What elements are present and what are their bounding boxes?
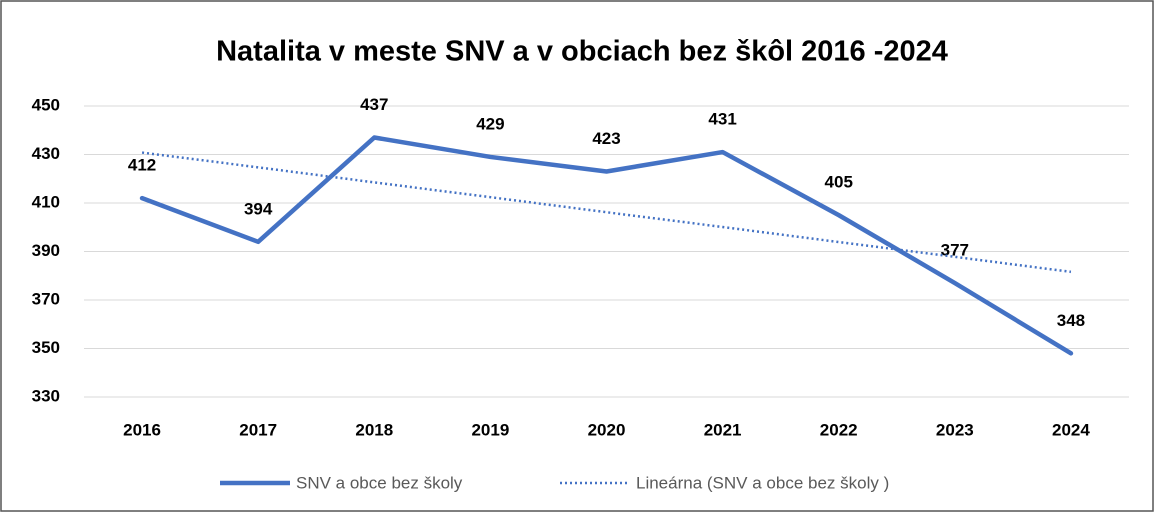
y-tick-label: 330 <box>32 386 60 405</box>
data-label: 437 <box>360 95 388 114</box>
data-label: 348 <box>1057 311 1085 330</box>
x-tick-label: 2022 <box>820 420 858 439</box>
data-label: 377 <box>941 241 969 260</box>
data-line <box>139 135 1074 356</box>
data-label: 431 <box>708 110 736 129</box>
y-tick-label: 410 <box>32 192 60 211</box>
y-tick-label: 450 <box>32 95 60 114</box>
trend-line <box>141 151 1072 274</box>
data-label: 394 <box>244 199 273 218</box>
x-tick-label: 2019 <box>471 420 509 439</box>
data-label: 429 <box>476 114 504 133</box>
data-label: 423 <box>592 129 620 148</box>
data-label: 412 <box>128 156 156 175</box>
x-tick-label: 2020 <box>588 420 626 439</box>
legend-label: Lineárna (SNV a obce bez školy ) <box>636 473 889 492</box>
y-tick-label: 370 <box>32 289 60 308</box>
y-tick-label: 430 <box>32 144 60 163</box>
x-tick-label: 2024 <box>1052 420 1090 439</box>
chart-title: Natalita v meste SNV a v obciach bez škô… <box>216 36 948 68</box>
x-tick-label: 2023 <box>936 420 974 439</box>
legend-label: SNV a obce bez školy <box>296 473 463 492</box>
data-label: 405 <box>825 173 853 192</box>
x-tick-label: 2017 <box>239 420 277 439</box>
y-tick-label: 350 <box>32 338 60 357</box>
x-tick-label: 2021 <box>704 420 742 439</box>
y-tick-label: 390 <box>32 241 60 260</box>
x-tick-label: 2018 <box>355 420 393 439</box>
x-tick-label: 2016 <box>123 420 161 439</box>
